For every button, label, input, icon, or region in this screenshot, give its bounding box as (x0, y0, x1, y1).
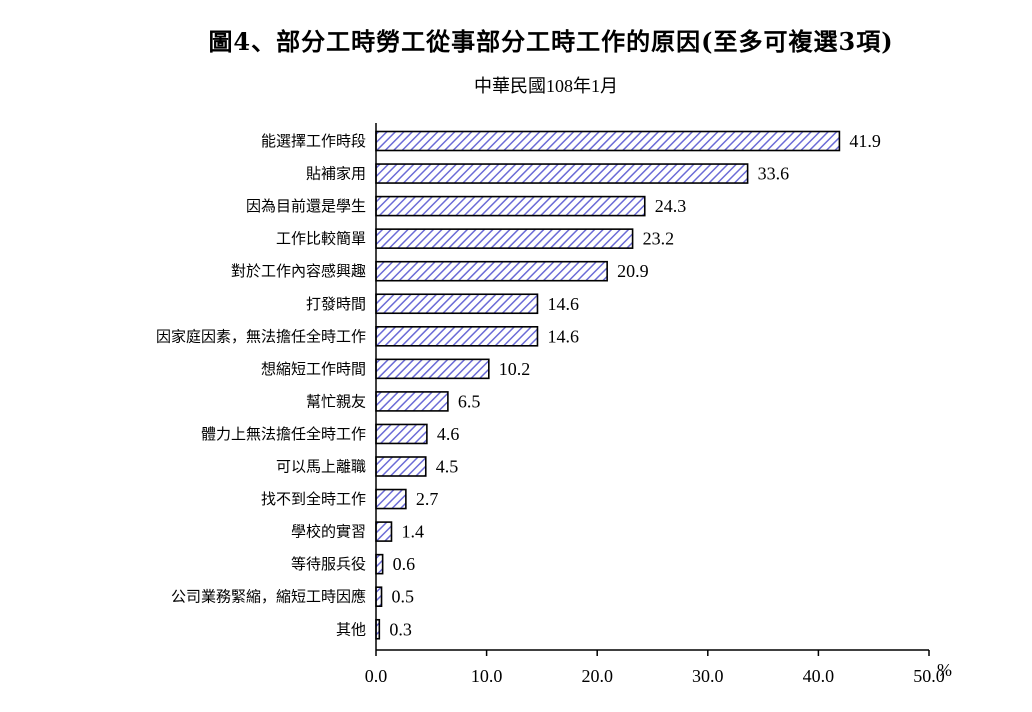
x-unit-label: % (937, 660, 952, 680)
value-label: 10.2 (499, 359, 531, 379)
category-label: 工作比較簡單 (276, 230, 366, 248)
bar (375, 553, 384, 575)
value-label: 14.6 (547, 294, 579, 314)
x-tick-label: 50.0 (913, 666, 945, 686)
bar (375, 423, 428, 445)
category-label: 公司業務緊縮，縮短工時因應 (171, 588, 366, 606)
value-label: 33.6 (758, 164, 790, 184)
value-label: 6.5 (458, 391, 481, 411)
x-tick-label: 40.0 (803, 666, 835, 686)
category-label: 體力上無法擔任全時工作 (201, 425, 366, 443)
bar (375, 391, 449, 412)
bar (375, 195, 646, 217)
x-tick-label: 30.0 (692, 666, 724, 686)
category-label: 其他 (336, 620, 366, 638)
x-tick-label: 0.0 (365, 666, 388, 686)
bar (375, 130, 841, 152)
value-label: 0.3 (389, 619, 412, 639)
category-label: 因家庭因素，無法擔任全時工作 (156, 327, 366, 345)
value-label: 4.5 (436, 457, 459, 477)
value-label: 20.9 (617, 261, 649, 281)
category-label: 幫忙親友 (306, 392, 366, 410)
chart-subtitle: 中華民國108年1月 (474, 76, 618, 96)
bar (375, 293, 539, 315)
bar (375, 456, 427, 477)
category-label: 打發時間 (306, 295, 366, 313)
category-label: 想縮短工作時間 (261, 360, 366, 378)
category-label: 可以馬上離職 (276, 458, 366, 476)
category-label: 學校的實習 (291, 523, 366, 541)
bars-group: 能選擇工作時段 41.9 貼補家用 33.6 因為目前還是學生 24.3 工作比較簡單 23.… (156, 130, 881, 640)
bar (375, 260, 608, 282)
x-axis: 0.0 10.0 20.0 30.0 40.0 50.0% (365, 123, 952, 686)
chart-title: 圖4、部分工時勞工從事部分工時工作的原因(至多可複選3項) (208, 27, 894, 56)
bar (375, 228, 634, 249)
bar (375, 488, 407, 510)
value-label: 2.7 (416, 489, 439, 509)
category-label: 等待服兵役 (291, 555, 366, 573)
value-label: 24.3 (655, 196, 687, 216)
category-label: 貼補家用 (306, 165, 366, 183)
category-label: 能選擇工作時段 (261, 132, 366, 150)
bar (375, 163, 749, 184)
x-tick-label: 10.0 (471, 666, 503, 686)
category-label: 對於工作內容感興趣 (231, 262, 366, 280)
value-label: 14.6 (547, 326, 579, 346)
category-label: 找不到全時工作 (261, 490, 366, 508)
category-label: 因為目前還是學生 (246, 197, 366, 215)
value-label: 4.6 (437, 424, 460, 444)
bar (375, 358, 490, 380)
value-label: 41.9 (849, 131, 881, 151)
bar (375, 586, 383, 608)
value-label: 0.5 (392, 587, 415, 607)
bar (375, 325, 539, 347)
x-tick-label: 20.0 (581, 666, 613, 686)
value-label: 0.6 (393, 554, 416, 574)
value-label: 1.4 (401, 522, 424, 542)
bar (375, 521, 393, 542)
value-label: 23.2 (643, 229, 675, 249)
